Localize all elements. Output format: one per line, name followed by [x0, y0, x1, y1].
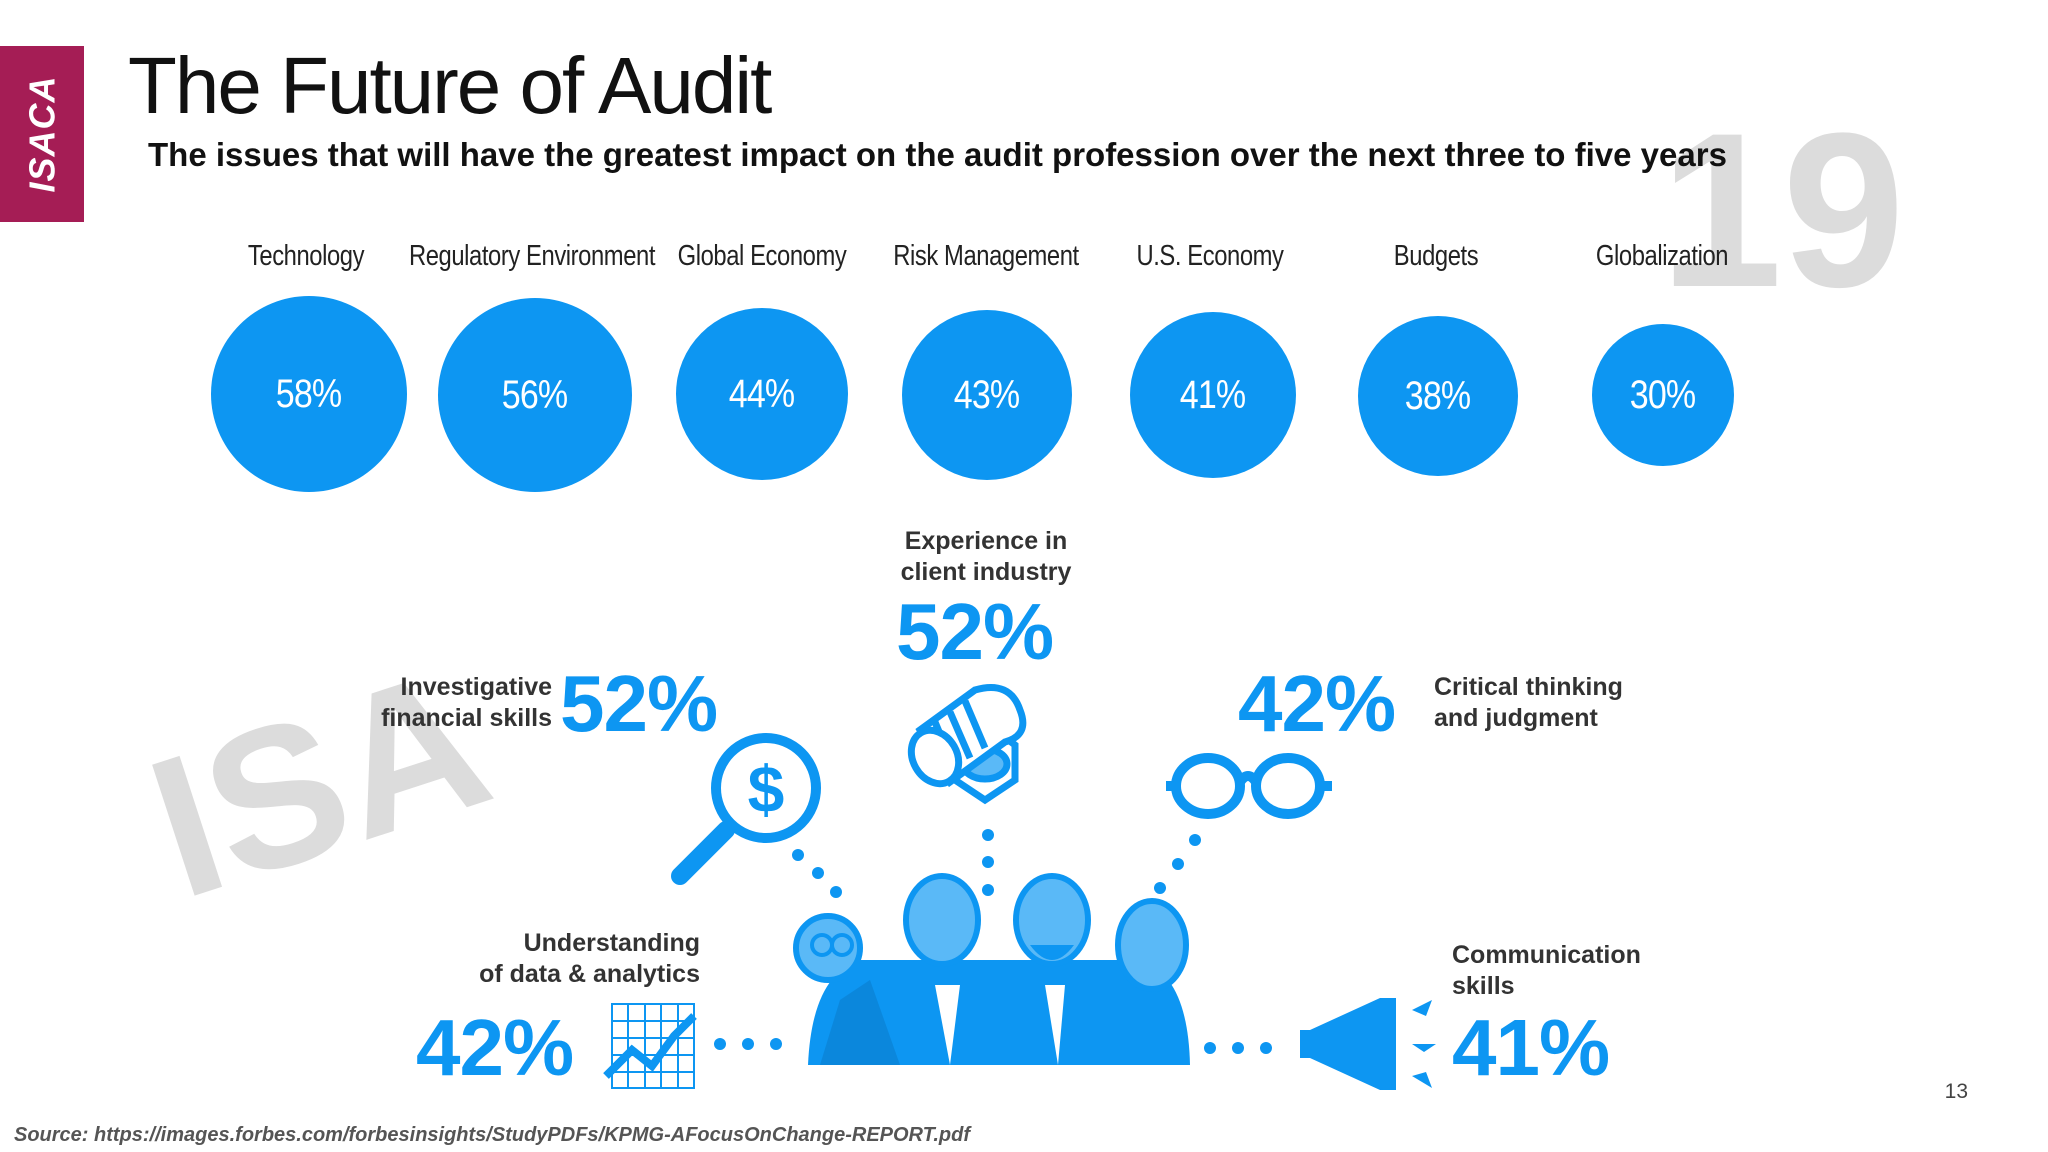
skill-percent-investigative: 52%: [560, 659, 718, 748]
svg-text:$: $: [748, 752, 785, 826]
skill-label-line: skills: [1452, 972, 1515, 1000]
page-number: 13: [1944, 1080, 1968, 1103]
people-group-icon: [793, 873, 1190, 1065]
issue-percent: 44%: [729, 371, 795, 416]
issue-bubble-technology: 58%: [211, 296, 407, 492]
issue-label-globalization: Globalization: [1595, 240, 1729, 272]
issue-bubble-regulatory: 56%: [438, 298, 632, 492]
issue-label-regulatory: Regulatory Environment: [408, 240, 656, 272]
issue-label-risk: Risk Management: [893, 240, 1079, 272]
issue-bubble-globalization: 30%: [1592, 324, 1734, 466]
issue-percent: 58%: [276, 371, 342, 416]
skill-label-line: Communication: [1452, 941, 1641, 969]
issue-percent: 43%: [954, 372, 1020, 417]
glasses-icon: [1166, 753, 1332, 819]
skill-percent-experience: 52%: [896, 587, 1054, 676]
issue-bubble-risk: 43%: [902, 310, 1072, 480]
source-citation: Source: https://images.forbes.com/forbes…: [14, 1124, 971, 1146]
skill-label-experience: Experience in client industry: [896, 526, 1076, 588]
skill-label-line: Investigative: [400, 673, 552, 701]
skill-label-line: financial skills: [381, 704, 552, 732]
magnifier-dollar-icon: $: [671, 733, 821, 885]
chart-grid-icon: [603, 1003, 697, 1089]
connector-dots: [714, 829, 1272, 1054]
skill-percent-data: 42%: [416, 1003, 574, 1092]
issue-label-budgets: Budgets: [1393, 240, 1479, 272]
skill-label-line: Understanding: [523, 929, 700, 957]
issue-percent: 56%: [502, 372, 568, 417]
slide-title: The Future of Audit: [128, 41, 772, 130]
issue-label-global-economy: Global Economy: [677, 240, 847, 272]
slide-subtitle: The issues that will have the greatest i…: [148, 136, 1727, 173]
issue-bubble-global-economy: 44%: [676, 308, 848, 480]
issue-percent: 38%: [1405, 373, 1471, 418]
skill-label-line: client industry: [900, 558, 1072, 586]
issue-label-us-economy: U.S. Economy: [1136, 240, 1284, 272]
skill-label-line: of data & analytics: [479, 960, 700, 988]
skill-label-investigative: Investigative financial skills: [370, 672, 552, 734]
skill-percent-critical: 42%: [1238, 659, 1396, 748]
issue-bubble-budgets: 38%: [1358, 316, 1518, 476]
isaca-logo: ISACA: [0, 46, 84, 222]
skill-label-critical: Critical thinking and judgment: [1434, 672, 1623, 734]
screw-icon: [907, 684, 1027, 805]
skill-label-line: and judgment: [1434, 704, 1598, 732]
skill-label-line: Experience in: [904, 527, 1068, 555]
watermark-19: 19: [1660, 87, 1905, 333]
issue-label-technology: Technology: [247, 240, 365, 272]
skill-label-communication: Communication skills: [1452, 940, 1641, 1002]
issue-bubble-us-economy: 41%: [1130, 312, 1296, 478]
skill-label-line: Critical thinking: [1434, 673, 1623, 701]
skill-label-data: Understanding of data & analytics: [468, 928, 700, 990]
issue-percent: 41%: [1180, 372, 1246, 417]
megaphone-icon: [1300, 998, 1436, 1090]
issue-percent: 30%: [1630, 372, 1696, 417]
skill-percent-communication: 41%: [1452, 1003, 1610, 1092]
